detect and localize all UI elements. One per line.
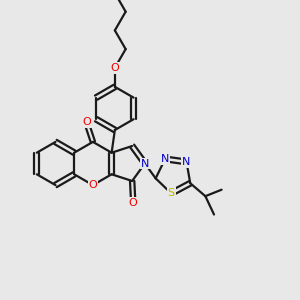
Text: O: O — [129, 198, 138, 208]
Text: N: N — [141, 158, 149, 169]
Text: N: N — [161, 154, 169, 164]
Text: O: O — [82, 118, 91, 128]
Text: N: N — [182, 157, 191, 167]
Text: O: O — [88, 180, 97, 190]
Text: O: O — [110, 63, 119, 73]
Text: S: S — [168, 188, 175, 198]
